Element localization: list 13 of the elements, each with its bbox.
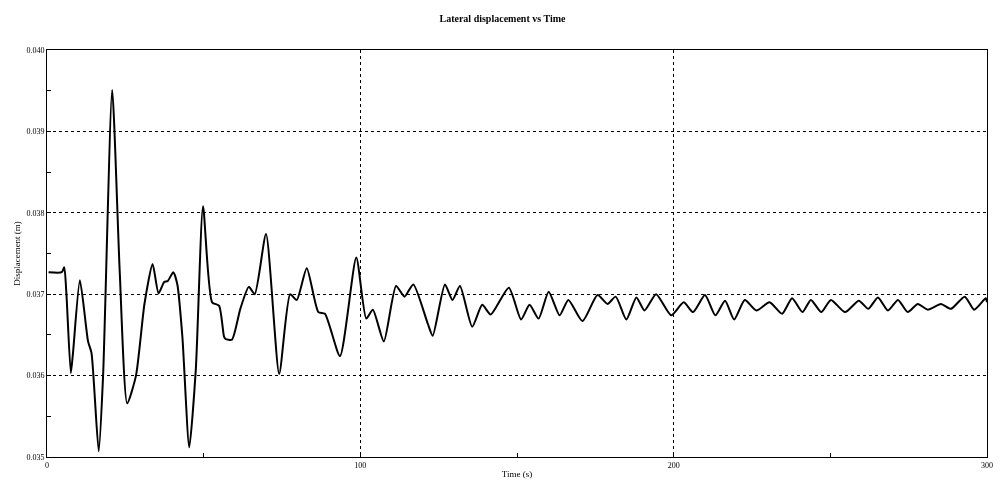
y-tick-label: 0.040 — [26, 45, 45, 55]
y-tick-label: 0.038 — [26, 208, 45, 218]
x-axis-title: Time (s) — [501, 469, 533, 480]
y-tick-label: 0.039 — [26, 127, 45, 137]
x-tick-label: 100 — [354, 460, 367, 470]
y-tick-label: 0.037 — [26, 290, 45, 299]
y-axis-title: Displacement (m) — [11, 221, 22, 286]
y-tick-label: 0.036 — [26, 371, 45, 381]
x-tick-label: 300 — [981, 460, 993, 470]
x-tick-label: 200 — [667, 460, 680, 470]
y-tick-label: 0.035 — [26, 452, 45, 462]
x-tick-label: 0 — [45, 460, 49, 470]
chart-title: Lateral displacement vs Time — [439, 12, 567, 24]
